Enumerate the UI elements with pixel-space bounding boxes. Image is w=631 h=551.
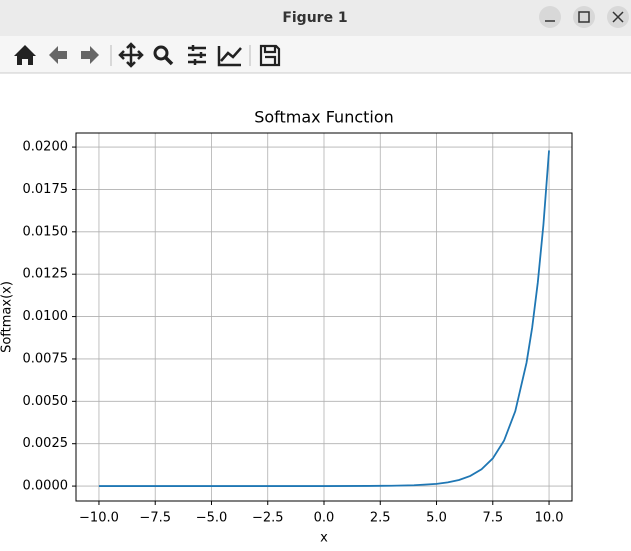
x-tick-label: −10.0	[79, 511, 119, 526]
save-button[interactable]	[259, 44, 281, 67]
y-tick-label: 0.0075	[23, 351, 69, 366]
y-tick-label: 0.0000	[23, 479, 69, 494]
zoom-lens	[153, 45, 169, 61]
pan-button[interactable]	[118, 42, 144, 68]
x-axis-label: x	[320, 531, 328, 546]
chart-title: Softmax Function	[254, 108, 394, 127]
x-tick-label: −7.5	[139, 511, 171, 526]
forward-button[interactable]	[81, 46, 99, 64]
window-controls[interactable]	[539, 6, 629, 28]
y-tick-label: 0.0150	[23, 224, 69, 239]
zoom-button[interactable]	[153, 45, 174, 66]
x-tick-label: 5.0	[426, 511, 447, 526]
configure-button[interactable]	[188, 45, 206, 65]
title-bar	[0, 0, 631, 36]
y-tick-label: 0.0100	[23, 309, 69, 324]
zoom-handle	[163, 55, 174, 66]
y-tick-label: 0.0175	[23, 182, 69, 197]
back-button[interactable]	[49, 46, 67, 64]
x-tick-label: 10.0	[535, 511, 564, 526]
y-tick-label: 0.0125	[23, 267, 69, 282]
y-tick-label: 0.0025	[23, 436, 69, 451]
x-tick-label: −5.0	[196, 511, 228, 526]
x-tick-label: 0.0	[314, 511, 335, 526]
minimize-button[interactable]	[539, 6, 561, 28]
window-title: Figure 1	[282, 10, 347, 26]
x-tick-label: −2.5	[252, 511, 284, 526]
y-tick-label: 0.0200	[23, 140, 69, 155]
y-tick-label: 0.0050	[23, 394, 69, 409]
y-axis-label: Softmax(x)	[0, 281, 15, 353]
toolbar	[0, 36, 631, 73]
close-icon	[612, 11, 624, 23]
edit-axis-button[interactable]	[217, 46, 242, 67]
maximize-icon	[578, 11, 590, 23]
line-series	[98, 150, 550, 487]
home-button[interactable]	[14, 45, 36, 65]
x-tick-label: 2.5	[370, 511, 391, 526]
x-tick-label: 7.5	[482, 511, 503, 526]
maximize-button[interactable]	[573, 6, 595, 28]
